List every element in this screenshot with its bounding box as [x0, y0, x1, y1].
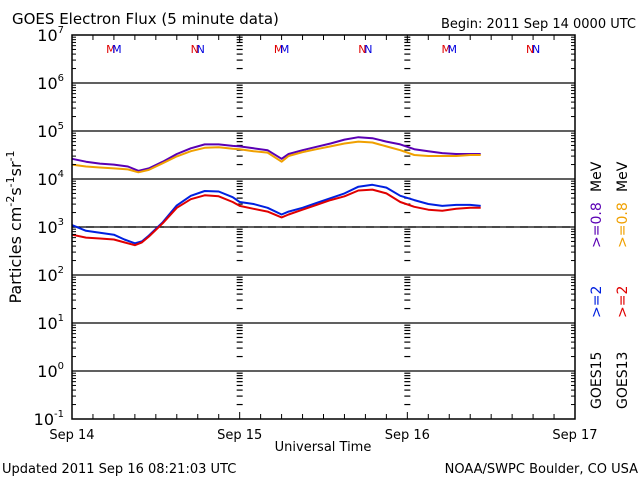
- mn-markers: MM NN MM NN MM NN: [106, 43, 540, 56]
- marker-letter-b: M: [112, 43, 122, 56]
- y-tick-label: 105: [37, 121, 64, 141]
- x-tick-label: Sep 14: [49, 428, 94, 443]
- y-label-exp1: -2: [4, 196, 17, 207]
- mn-marker: NN: [191, 43, 205, 56]
- legend: GOES15 >=2 >=0.8 MeV GOES13 >=2 >=0.8 MeV: [589, 161, 631, 409]
- marker-letter-b: N: [197, 43, 205, 56]
- marker-letter-b: M: [280, 43, 290, 56]
- mn-marker: MM: [106, 43, 122, 56]
- series-line-1: [71, 140, 481, 174]
- x-tick-label: Sep 16: [385, 428, 430, 443]
- legend-channel-2mev: >=2: [615, 286, 631, 318]
- mn-marker: MM: [442, 43, 458, 56]
- day-boundary-ticks: [236, 36, 411, 406]
- credit-label: NOAA/SWPC Boulder, CO USA: [445, 462, 638, 477]
- y-tick-label: 106: [37, 73, 64, 93]
- marker-letter-a: M: [442, 43, 452, 56]
- y-tick-label: 100: [37, 361, 64, 381]
- marker-letter-a: N: [526, 43, 534, 56]
- legend-unit: MeV: [615, 161, 631, 192]
- svg-text:Particles cm-2s-1sr-1: Particles cm-2s-1sr-1: [4, 150, 25, 303]
- y-axis-label: Particles cm-2s-1sr-1: [4, 150, 25, 303]
- y-tick-label: 10-1: [34, 409, 64, 429]
- mn-marker: NN: [358, 43, 372, 56]
- marker-letter-a: M: [274, 43, 284, 56]
- legend-satellite: GOES15: [589, 352, 605, 409]
- y-tick-label: 103: [37, 217, 64, 237]
- legend-channel-08mev: >=0.8: [615, 202, 631, 248]
- marker-letter-a: M: [106, 43, 116, 56]
- marker-letter-b: M: [448, 43, 458, 56]
- y-tick-label: 107: [37, 25, 64, 45]
- marker-letter-b: N: [532, 43, 540, 56]
- x-axis-label: Universal Time: [275, 440, 372, 455]
- y-tick-label: 102: [37, 265, 64, 285]
- marker-letter-a: N: [191, 43, 199, 56]
- legend-column: GOES15 >=2 >=0.8 MeV: [589, 161, 605, 409]
- y-label-exp3: -1: [4, 150, 17, 161]
- series-line-2: [71, 183, 481, 245]
- y-axis-ticks: 107 106 105 104 103 102 101 100 10-1: [34, 25, 575, 429]
- series-line-0: [71, 136, 481, 172]
- series-group: [71, 136, 481, 247]
- x-tick-label: Sep 17: [552, 428, 597, 443]
- legend-satellite: GOES13: [615, 352, 631, 409]
- mn-marker: MM: [274, 43, 290, 56]
- y-label-sr: sr: [6, 161, 25, 176]
- legend-unit: MeV: [589, 161, 605, 192]
- x-axis-ticks: Sep 14 Sep 15 Sep 16 Sep 17: [49, 35, 598, 443]
- chart-title: GOES Electron Flux (5 minute data): [12, 10, 279, 28]
- mn-marker: NN: [526, 43, 540, 56]
- y-label-s: s: [6, 187, 25, 195]
- series-line-3: [71, 188, 481, 247]
- begin-label: Begin: 2011 Sep 14 0000 UTC: [441, 17, 636, 32]
- y-label-exp2: -1: [4, 176, 17, 187]
- x-tick-label: Sep 15: [217, 428, 262, 443]
- y-tick-label: 104: [37, 169, 64, 189]
- legend-channel-2mev: >=2: [589, 286, 605, 318]
- legend-column: GOES13 >=2 >=0.8 MeV: [615, 161, 631, 409]
- marker-letter-a: N: [358, 43, 366, 56]
- y-label-base: Particles cm: [6, 207, 25, 304]
- y-tick-label: 101: [37, 313, 64, 333]
- grid-lines: [72, 82, 575, 372]
- legend-channel-08mev: >=0.8: [589, 202, 605, 248]
- marker-letter-b: N: [364, 43, 372, 56]
- updated-timestamp: Updated 2011 Sep 16 08:21:03 UTC: [2, 462, 236, 477]
